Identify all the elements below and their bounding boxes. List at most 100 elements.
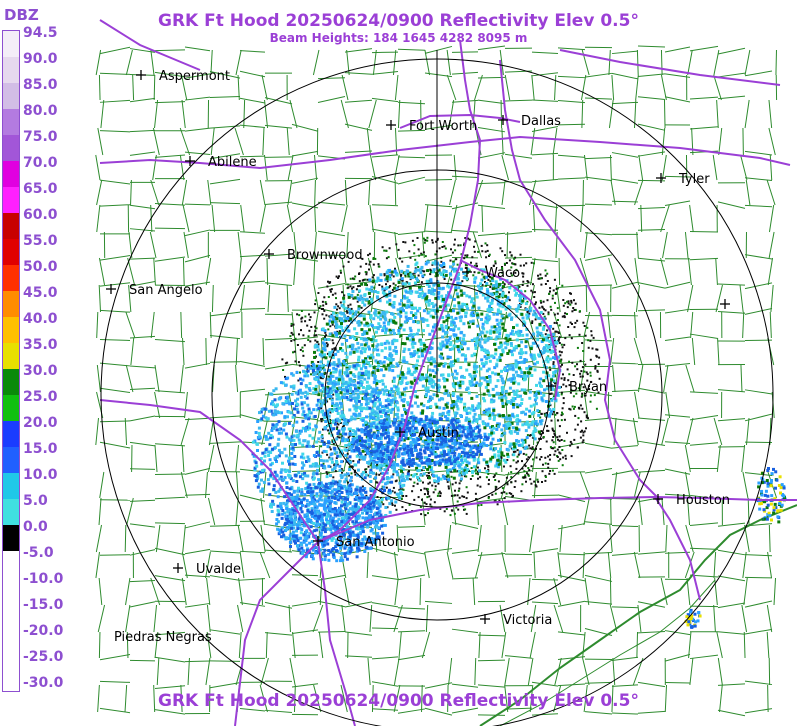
echo-pixel bbox=[539, 317, 543, 320]
echo-pixel bbox=[422, 329, 425, 333]
echo-pixel bbox=[375, 344, 379, 348]
echo-pixel bbox=[421, 498, 423, 501]
county-line bbox=[608, 99, 614, 129]
echo-pixel bbox=[466, 491, 469, 494]
county-line bbox=[448, 657, 453, 686]
echo-pixel bbox=[359, 294, 363, 298]
echo-pixel bbox=[542, 463, 544, 466]
echo-pixel bbox=[496, 302, 500, 306]
county-line bbox=[398, 631, 402, 659]
echo-pixel bbox=[395, 287, 399, 291]
county-line bbox=[773, 577, 777, 606]
echo-pixel bbox=[517, 453, 520, 456]
echo-pixel bbox=[416, 309, 420, 313]
county-line bbox=[685, 524, 694, 553]
echo-pixel bbox=[340, 468, 343, 471]
county-line bbox=[637, 73, 666, 78]
echo-pixel bbox=[536, 334, 540, 338]
echo-pixel bbox=[473, 362, 477, 366]
county-line bbox=[99, 707, 131, 714]
county-line bbox=[632, 417, 639, 446]
echo-pixel bbox=[581, 392, 584, 395]
echo-pixel bbox=[406, 401, 410, 405]
county-line bbox=[425, 604, 429, 633]
echo-pixel bbox=[503, 262, 506, 265]
echo-pixel bbox=[496, 322, 500, 326]
echo-pixel bbox=[510, 481, 513, 484]
echo-pixel bbox=[525, 262, 528, 265]
county-line bbox=[371, 176, 399, 184]
county-line bbox=[184, 521, 211, 529]
county-line bbox=[371, 684, 374, 713]
echo-pixel bbox=[341, 432, 345, 436]
echo-pixel bbox=[514, 359, 518, 363]
county-line bbox=[665, 524, 668, 553]
echo-pixel bbox=[426, 467, 430, 471]
echo-pixel bbox=[403, 282, 407, 286]
echo-pixel bbox=[508, 416, 512, 420]
echo-pixel bbox=[304, 320, 307, 323]
county-line bbox=[477, 232, 506, 237]
echo-pixel bbox=[485, 287, 489, 291]
echo-pixel bbox=[507, 414, 511, 418]
county-line bbox=[446, 49, 451, 76]
echo-pixel bbox=[589, 374, 592, 377]
echo-pixel bbox=[408, 271, 412, 275]
echo-pixel bbox=[550, 308, 553, 311]
echo-pixel bbox=[538, 437, 541, 440]
echo-pixel bbox=[314, 384, 318, 388]
echo-pixel bbox=[332, 361, 336, 365]
echo-pixel bbox=[598, 377, 601, 380]
county-line bbox=[98, 631, 101, 659]
echo-pixel bbox=[331, 339, 334, 342]
echo-pixel bbox=[589, 381, 592, 383]
county-line bbox=[637, 469, 666, 473]
county-line bbox=[371, 575, 399, 580]
echo-pixel bbox=[408, 289, 412, 293]
echo-pixel bbox=[382, 321, 386, 325]
echo-pixel bbox=[391, 312, 395, 316]
echo-pixel bbox=[417, 266, 420, 268]
echo-pixel bbox=[331, 316, 335, 320]
echo-pixel bbox=[485, 470, 489, 473]
echo-pixel bbox=[503, 367, 506, 371]
echo-pixel bbox=[350, 294, 354, 298]
echo-pixel bbox=[425, 503, 428, 506]
echo-pixel bbox=[364, 347, 368, 351]
echo-pixel bbox=[353, 435, 355, 438]
echo-pixel bbox=[440, 345, 444, 349]
county-line bbox=[531, 178, 559, 183]
county-line bbox=[153, 257, 156, 286]
echo-pixel bbox=[327, 280, 329, 283]
echo-pixel bbox=[454, 333, 458, 337]
echo-pixel bbox=[475, 498, 477, 501]
county-line bbox=[98, 577, 103, 606]
echo-pixel bbox=[501, 487, 504, 490]
echo-pixel bbox=[521, 410, 525, 414]
echo-pixel bbox=[550, 392, 553, 395]
echo-pixel bbox=[333, 305, 337, 309]
county-line bbox=[182, 204, 190, 233]
echo-pixel bbox=[406, 337, 409, 341]
echo-pixel bbox=[333, 320, 337, 324]
echo-pixel bbox=[387, 256, 390, 259]
echo-pixel bbox=[554, 413, 557, 416]
echo-pixel bbox=[427, 512, 429, 515]
echo-pixel bbox=[446, 303, 450, 307]
echo-pixel bbox=[398, 395, 402, 399]
echo-pixel bbox=[555, 393, 559, 397]
echo-pixel bbox=[503, 491, 506, 494]
echo-pixel bbox=[539, 448, 542, 450]
echo-pixel bbox=[367, 384, 371, 388]
echo-pixel bbox=[351, 429, 355, 432]
county-line bbox=[209, 96, 241, 99]
echo-pixel bbox=[373, 311, 377, 315]
county-line bbox=[206, 604, 211, 633]
county-line bbox=[744, 680, 773, 686]
echo-pixel bbox=[438, 406, 442, 410]
echo-pixel bbox=[405, 290, 409, 294]
county-line bbox=[319, 577, 323, 606]
echo-pixel bbox=[378, 407, 382, 411]
echo-pixel bbox=[503, 431, 507, 435]
echo-pixel bbox=[341, 329, 345, 333]
